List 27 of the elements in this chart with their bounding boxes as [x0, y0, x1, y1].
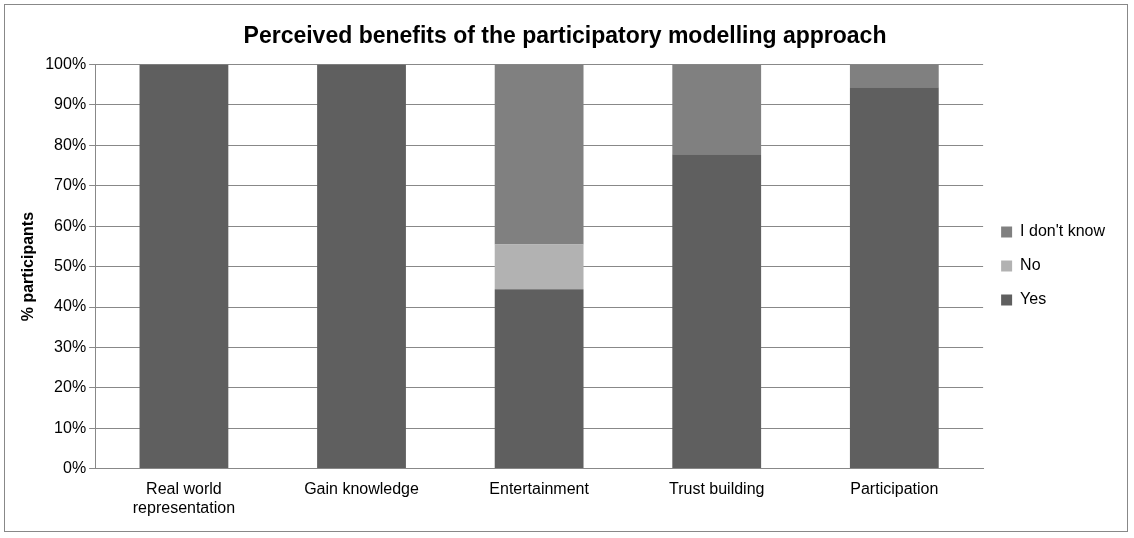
bar	[494, 244, 584, 290]
x-tick-label: Entertainment	[489, 479, 590, 497]
y-tick-label: 70%	[54, 176, 87, 194]
x-tick-label: Gain knowledge	[304, 479, 419, 497]
bar	[139, 64, 229, 469]
legend-label: Yes	[1020, 290, 1047, 308]
y-tick-label: 0%	[63, 459, 87, 477]
x-tick-label: Participation	[850, 479, 939, 497]
x-tick-label: Trust building	[668, 479, 765, 497]
bar	[494, 289, 584, 469]
bar	[317, 64, 406, 469]
legend-label: I don't know	[1020, 222, 1106, 240]
y-tick-label: 80%	[54, 135, 87, 153]
bar	[672, 154, 762, 469]
y-tick-label: 50%	[54, 257, 87, 275]
y-tick-label: 90%	[54, 95, 87, 113]
y-tick-label: 100%	[45, 55, 87, 73]
bar	[849, 87, 939, 469]
y-tick-label: 10%	[54, 418, 87, 436]
x-tick-label: Real world representation	[132, 479, 236, 516]
y-axis-title: % participants	[19, 211, 37, 322]
y-tick-label: 40%	[54, 297, 87, 315]
legend-label: No	[1020, 256, 1041, 274]
y-tick-label: 30%	[54, 337, 87, 355]
y-tick-label: 20%	[54, 378, 87, 396]
chart-title: Perceived benefits of the participatory modelling approach	[243, 22, 887, 49]
y-tick-label: 60%	[54, 216, 87, 234]
